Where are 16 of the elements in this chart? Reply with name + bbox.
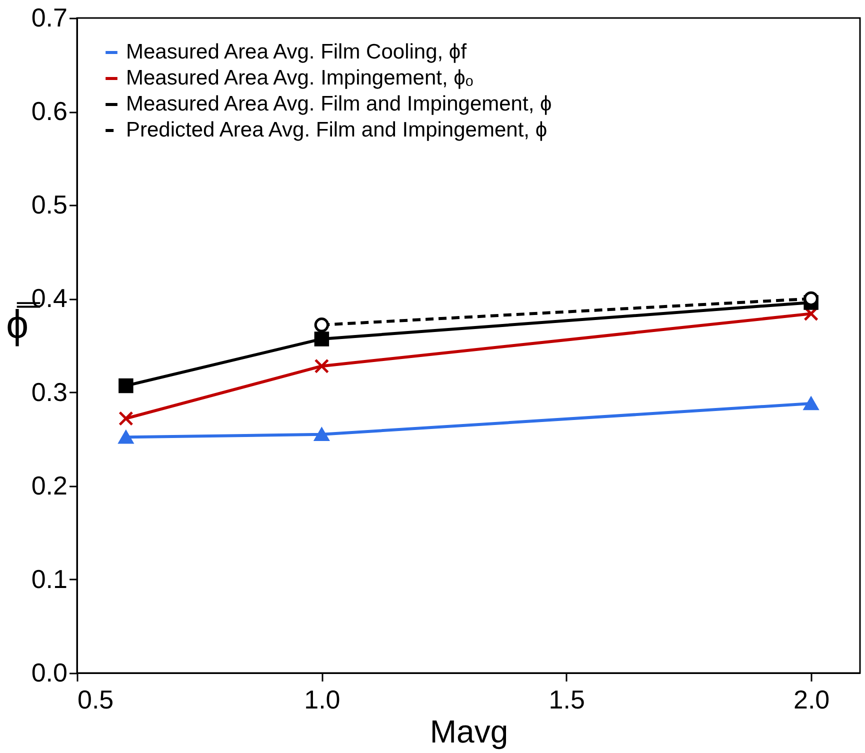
x-tick-label: 0.5 bbox=[78, 684, 114, 714]
y-tick-label: 0.3 bbox=[31, 376, 68, 407]
y-tick-label: 0.1 bbox=[31, 564, 68, 594]
y-tick-label: 0.0 bbox=[31, 658, 68, 688]
x-tick-label: 1.0 bbox=[304, 684, 340, 714]
y-tick-label: 0.5 bbox=[31, 190, 68, 220]
x-axis-title: Mavg bbox=[430, 714, 508, 750]
y-tick-label: 0.7 bbox=[31, 2, 68, 32]
y-tick-label: 0.2 bbox=[31, 470, 68, 500]
y-tick-label: 0.6 bbox=[31, 96, 68, 126]
legend-label: Measured Area Avg. Impingement, ϕₒ bbox=[126, 66, 474, 90]
legend-label: Measured Area Avg. Film Cooling, ϕf bbox=[126, 40, 467, 64]
x-tick-label: 2.0 bbox=[793, 684, 830, 714]
legend-label: Measured Area Avg. Film and Impingement, ϕ bbox=[126, 92, 552, 116]
legend-label: Predicted Area Avg. Film and Impingement, ϕ bbox=[126, 118, 548, 142]
x-tick-label: 1.5 bbox=[548, 684, 585, 714]
